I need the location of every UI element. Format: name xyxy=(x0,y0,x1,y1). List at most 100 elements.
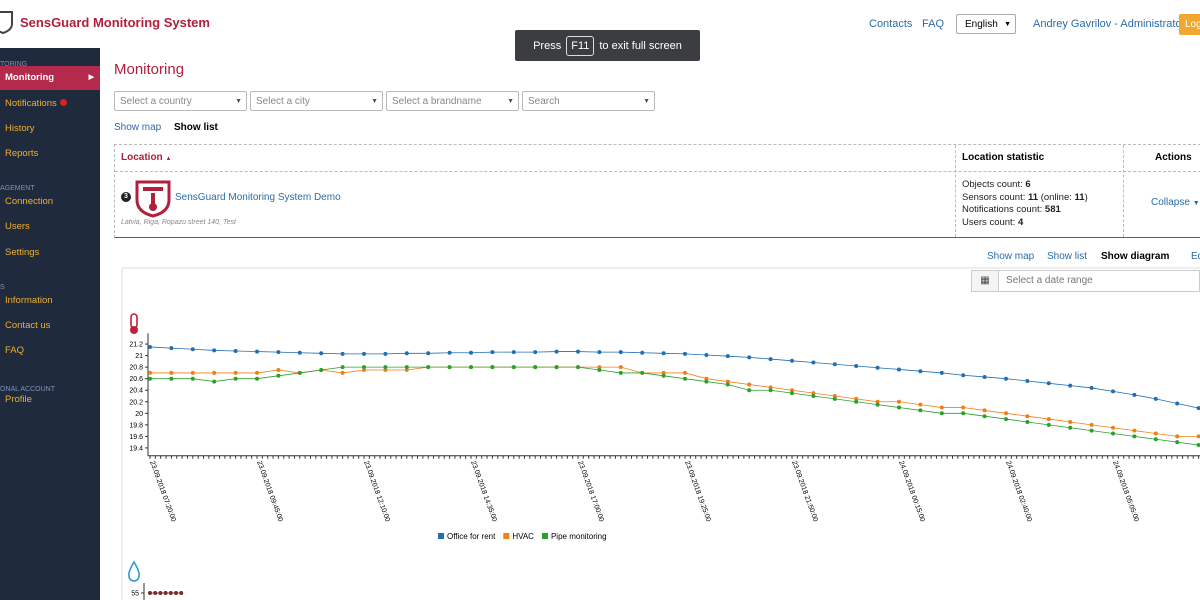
data-point xyxy=(319,368,324,373)
data-point xyxy=(1004,376,1008,381)
data-point xyxy=(1196,443,1200,448)
data-point xyxy=(233,376,238,381)
sidebar-item[interactable]: Notifications xyxy=(0,92,100,116)
data-point xyxy=(897,405,901,410)
data-point xyxy=(533,365,538,370)
sidebar-item[interactable]: History xyxy=(5,123,35,134)
data-point xyxy=(362,351,366,356)
data-point xyxy=(982,408,987,413)
data-point xyxy=(939,370,944,375)
data-point xyxy=(597,368,602,373)
data-point xyxy=(1089,428,1094,433)
chart: 19.4 19.6 19.8 20 20.2 20.4 20.6 20.8 21 21.2 23.0… xyxy=(121,267,1200,600)
sidebar-item[interactable]: Information xyxy=(5,295,53,306)
x-tick-label: 23.09.2018 21:50:00 xyxy=(790,460,819,523)
data-point xyxy=(939,405,944,410)
data-point xyxy=(1046,381,1051,386)
data-point xyxy=(1175,401,1180,406)
view-link[interactable]: Show diagram xyxy=(1101,251,1170,262)
stat-row: Objects count: 6 xyxy=(962,179,1088,192)
link[interactable]: Contacts xyxy=(869,18,913,30)
data-point xyxy=(469,365,473,370)
view-link[interactable]: Show map xyxy=(114,122,162,133)
data-point xyxy=(1025,414,1030,419)
data-point xyxy=(163,591,168,595)
data-point xyxy=(404,368,409,373)
data-point xyxy=(297,350,302,355)
column-header[interactable]: Location ▲ xyxy=(121,152,172,163)
view-link[interactable]: Show list xyxy=(1047,251,1088,262)
search-select[interactable]: Search ▼ xyxy=(522,91,655,111)
data-point xyxy=(854,363,859,368)
data-point xyxy=(511,350,516,355)
brand-select[interactable]: Select a brandname ▼ xyxy=(386,91,519,111)
data-point xyxy=(961,373,966,378)
x-tick-label: 23.09.2018 07:20:00 xyxy=(148,460,177,523)
x-tick-label: 23.09.2018 14:35:00 xyxy=(469,460,498,523)
data-point xyxy=(875,402,880,407)
data-point xyxy=(190,376,195,381)
data-point xyxy=(404,365,409,370)
view-link[interactable]: Show list xyxy=(174,122,218,133)
city-select[interactable]: Select a city ▼ xyxy=(250,91,383,111)
data-point xyxy=(1153,396,1158,401)
data-point xyxy=(1132,392,1137,397)
data-point xyxy=(1111,389,1115,394)
view-link[interactable]: Ed xyxy=(1191,251,1200,262)
sidebar-item[interactable]: Users xyxy=(5,221,30,232)
country-select[interactable]: Select a country ▼ xyxy=(114,91,247,111)
sidebar-item[interactable]: Reports xyxy=(5,148,39,159)
thermometer-icon xyxy=(130,313,138,334)
data-point xyxy=(661,373,666,378)
data-point xyxy=(618,350,623,355)
sidebar-item[interactable]: Contact us xyxy=(5,320,51,331)
data-point xyxy=(233,370,238,375)
language-select[interactable]: English ▼ xyxy=(956,14,1016,34)
header-text: Location xyxy=(121,152,163,163)
legend-label: HVAC xyxy=(512,532,534,541)
data-point xyxy=(255,376,259,381)
stat-value: 11 xyxy=(1028,191,1039,203)
collapse-link[interactable]: Collapse ▼ xyxy=(1151,197,1200,208)
sidebar-item[interactable]: FAQ xyxy=(5,345,25,356)
data-point xyxy=(704,379,709,384)
data-point xyxy=(661,370,666,375)
logout-button[interactable]: Log xyxy=(1179,14,1200,35)
data-point xyxy=(1111,425,1115,430)
sidebar-item[interactable]: Monitoring ▶ xyxy=(0,66,100,90)
data-point xyxy=(276,368,281,373)
data-point xyxy=(148,376,152,381)
data-point xyxy=(832,394,837,398)
data-point xyxy=(1046,422,1051,427)
column-header: Actions xyxy=(1155,152,1192,163)
data-point xyxy=(725,379,730,384)
link[interactable]: FAQ xyxy=(922,18,945,30)
data-point xyxy=(1153,437,1158,442)
data-point xyxy=(511,365,516,370)
data-point xyxy=(490,365,495,370)
data-point xyxy=(148,591,152,595)
toast-text: Press xyxy=(533,39,562,52)
sidebar-item[interactable]: Settings xyxy=(5,247,40,258)
data-point xyxy=(255,370,259,375)
user[interactable]: Andrey Gavrilov - Administrator xyxy=(1033,18,1186,30)
data-point xyxy=(897,367,901,372)
data-point xyxy=(340,351,345,356)
data-point xyxy=(747,382,752,387)
view-link[interactable]: Show map xyxy=(987,251,1035,262)
data-point xyxy=(1175,440,1180,445)
data-point xyxy=(255,349,259,354)
date-range-input[interactable]: Select a date range ▦ xyxy=(971,270,1200,292)
row-number: 3 xyxy=(121,192,131,202)
stat-row: Notifications count: 581 xyxy=(962,204,1088,217)
sidebar-item[interactable]: Profile xyxy=(5,394,32,405)
location-logo xyxy=(135,180,171,218)
sidebar-item[interactable]: Connection xyxy=(5,196,54,207)
data-point xyxy=(982,374,987,379)
location-stats: Objects count: 6 Sensors count: 11 (onlin… xyxy=(962,179,1088,229)
series-line xyxy=(150,366,1199,437)
data-point xyxy=(854,399,859,404)
placeholder: Select a city xyxy=(256,96,310,107)
location-name[interactable]: SensGuard Monitoring System Demo xyxy=(175,192,341,203)
